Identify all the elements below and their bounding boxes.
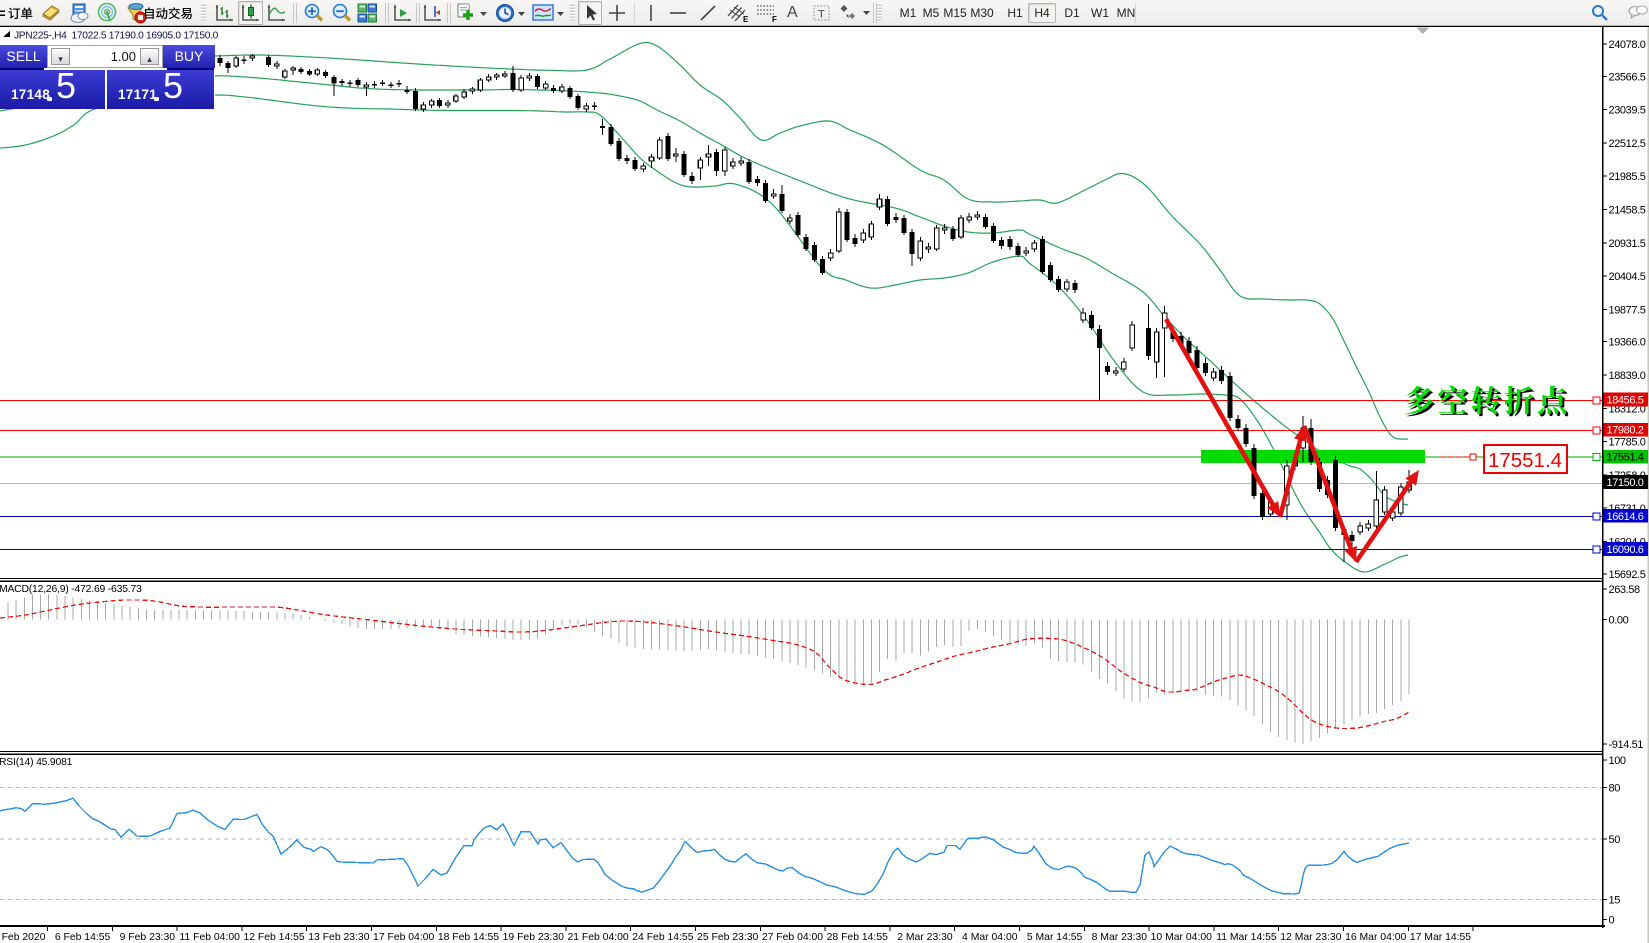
svg-text:100: 100 xyxy=(1609,755,1626,767)
svg-text:16 Mar 04:00: 16 Mar 04:00 xyxy=(1345,932,1406,943)
svg-text:-914.51: -914.51 xyxy=(1609,739,1644,751)
svg-text:15692.5: 15692.5 xyxy=(1609,569,1646,581)
svg-text:17551.4: 17551.4 xyxy=(1607,452,1644,464)
svg-text:17785.0: 17785.0 xyxy=(1609,437,1646,449)
svg-text:16090.6: 16090.6 xyxy=(1607,544,1644,556)
svg-text:12 Mar 23:30: 12 Mar 23:30 xyxy=(1280,932,1341,943)
svg-text:21985.5: 21985.5 xyxy=(1609,171,1646,183)
svg-text:17551.4: 17551.4 xyxy=(1488,449,1562,472)
svg-text:E: E xyxy=(743,15,749,24)
svg-text:11 Mar 14:55: 11 Mar 14:55 xyxy=(1216,932,1277,943)
svg-text:263.58: 263.58 xyxy=(1609,584,1641,596)
svg-text:JPN225-,H4 17022.5 17190.0 16: JPN225-,H4 17022.5 17190.0 16905.0 17150… xyxy=(14,31,219,42)
svg-text:18839.0: 18839.0 xyxy=(1609,370,1646,382)
svg-text:13 Feb 23:30: 13 Feb 23:30 xyxy=(308,932,369,943)
svg-text:21 Feb 04:00: 21 Feb 04:00 xyxy=(567,932,628,943)
svg-text:19 Feb 23:30: 19 Feb 23:30 xyxy=(503,932,564,943)
svg-text:17 Mar 14:55: 17 Mar 14:55 xyxy=(1410,932,1471,943)
svg-text:10 Mar 04:00: 10 Mar 04:00 xyxy=(1151,932,1212,943)
svg-text:5 Mar 14:55: 5 Mar 14:55 xyxy=(1027,932,1083,943)
svg-text:9 Feb 23:30: 9 Feb 23:30 xyxy=(120,932,176,943)
svg-text:17 Feb 04:00: 17 Feb 04:00 xyxy=(373,932,434,943)
svg-text:15: 15 xyxy=(1609,895,1621,907)
svg-text:17980.2: 17980.2 xyxy=(1607,425,1644,437)
svg-text:23566.5: 23566.5 xyxy=(1609,71,1646,83)
svg-text:0.00: 0.00 xyxy=(1609,615,1629,627)
svg-text:80: 80 xyxy=(1609,783,1621,795)
svg-text:24078.0: 24078.0 xyxy=(1609,39,1646,51)
svg-text:MACD(12,26,9) -472.69 -635.73: MACD(12,26,9) -472.69 -635.73 xyxy=(0,584,142,595)
svg-text:22512.5: 22512.5 xyxy=(1609,138,1646,150)
svg-text:19877.5: 19877.5 xyxy=(1609,304,1646,316)
svg-text:4 Feb 2020: 4 Feb 2020 xyxy=(0,932,46,943)
svg-text:24 Feb 14:55: 24 Feb 14:55 xyxy=(632,932,693,943)
svg-text:T: T xyxy=(818,9,825,21)
svg-text:RSI(14) 45.9081: RSI(14) 45.9081 xyxy=(0,757,73,768)
svg-text:20404.5: 20404.5 xyxy=(1609,271,1646,283)
svg-text:18 Feb 14:55: 18 Feb 14:55 xyxy=(438,932,499,943)
svg-text:50: 50 xyxy=(1609,834,1621,846)
svg-text:4 Mar 04:00: 4 Mar 04:00 xyxy=(962,932,1018,943)
svg-text:19366.0: 19366.0 xyxy=(1609,337,1646,349)
svg-text:2 Mar 23:30: 2 Mar 23:30 xyxy=(897,932,953,943)
svg-text:27 Feb 04:00: 27 Feb 04:00 xyxy=(762,932,823,943)
svg-text:23039.5: 23039.5 xyxy=(1609,105,1646,117)
svg-text:17150.0: 17150.0 xyxy=(1607,477,1644,489)
svg-text:11 Feb 04:00: 11 Feb 04:00 xyxy=(179,932,240,943)
svg-text:8 Mar 23:30: 8 Mar 23:30 xyxy=(1092,932,1148,943)
svg-text:12 Feb 14:55: 12 Feb 14:55 xyxy=(243,932,304,943)
svg-text:28 Feb 14:55: 28 Feb 14:55 xyxy=(827,932,888,943)
svg-text:16614.6: 16614.6 xyxy=(1607,511,1644,523)
svg-text:25 Feb 23:30: 25 Feb 23:30 xyxy=(697,932,758,943)
svg-text:F: F xyxy=(772,15,777,24)
svg-text:0: 0 xyxy=(1609,915,1615,927)
svg-text:20931.5: 20931.5 xyxy=(1609,238,1646,250)
svg-text:18456.5: 18456.5 xyxy=(1607,395,1644,407)
svg-text:21458.5: 21458.5 xyxy=(1609,205,1646,217)
svg-text:6 Feb 14:55: 6 Feb 14:55 xyxy=(55,932,111,943)
